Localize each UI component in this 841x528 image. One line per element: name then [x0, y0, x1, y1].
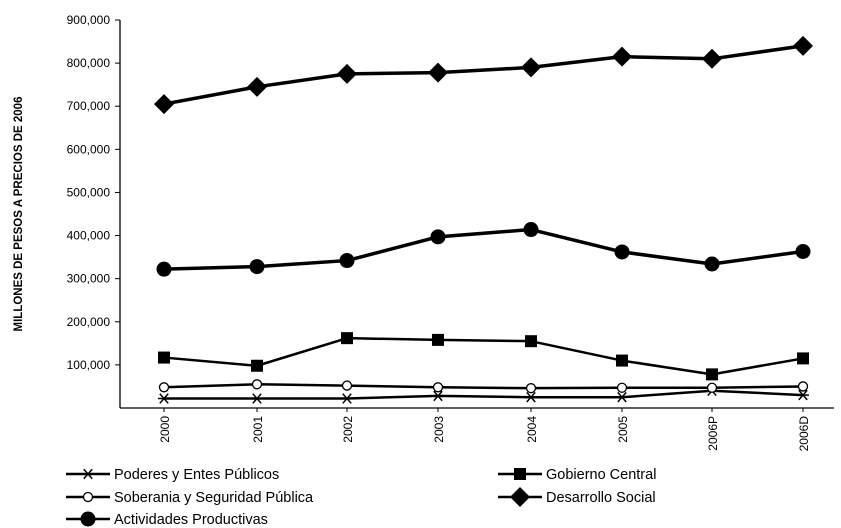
data-point-diamond: [428, 62, 448, 83]
series-line: [163, 336, 804, 376]
series-layer: [154, 35, 813, 404]
y-tick-label: 400,000: [67, 229, 111, 243]
data-point-square: [432, 333, 444, 346]
legend-label: Actividades Productivas: [114, 512, 268, 528]
data-point-circle: [523, 222, 539, 238]
y-tick-label: 300,000: [67, 272, 111, 286]
data-point-circle: [795, 244, 811, 260]
legend-label: Desarrollo Social: [546, 490, 656, 506]
data-point-asterisk: [432, 390, 444, 402]
data-point-asterisk: [525, 391, 537, 403]
data-point-circle: [156, 261, 172, 277]
data-point-diamond: [793, 35, 813, 56]
y-axis-label: MILLONES DE PESOS A PRECIOS DE 2006: [13, 97, 25, 332]
asterisk-stroke: [526, 391, 536, 403]
x-tick-label: 2006P: [706, 416, 720, 451]
axes: [119, 20, 834, 409]
data-point-open-circle: [616, 382, 628, 393]
x-tick-label: 2006D: [797, 416, 811, 452]
x-tick-label: 2002: [341, 416, 355, 443]
series-line: [163, 44, 804, 106]
asterisk-stroke: [617, 391, 627, 403]
data-point-square: [616, 354, 628, 367]
legend-label: Soberania y Seguridad Pública: [114, 490, 314, 506]
asterisk-stroke: [159, 393, 169, 404]
series-desarrollo-social: [154, 35, 813, 115]
data-point-circle: [704, 256, 720, 272]
data-point-asterisk: [158, 393, 170, 404]
series-line: [163, 383, 804, 390]
x-tick-label: 2005: [616, 416, 630, 443]
data-point-square: [525, 335, 537, 348]
data-point-open-circle: [432, 382, 444, 393]
x-axis-ticks: 2000 2001 2002 2003 2004 2005 2006P 2006D: [158, 408, 811, 451]
legend-label: Poderes y Entes Públicos: [114, 467, 279, 483]
legend-item: Gobierno Central: [498, 467, 656, 483]
legend-label: Gobierno Central: [546, 467, 656, 483]
legend-marker: [82, 491, 94, 503]
data-point-square: [706, 368, 718, 381]
y-tick-label: 700,000: [67, 99, 111, 113]
data-point-square: [158, 351, 170, 364]
y-tick-label: 900,000: [67, 13, 111, 27]
asterisk-stroke: [83, 468, 93, 480]
asterisk-stroke: [342, 393, 352, 404]
series-line: [163, 227, 804, 271]
data-point-open-circle: [706, 382, 718, 393]
data-point-circle: [339, 253, 355, 269]
asterisk-stroke: [798, 389, 808, 401]
x-tick-label: 2003: [432, 416, 446, 443]
data-point-diamond: [247, 76, 267, 97]
series-gobierno-central: [158, 332, 809, 381]
legend-item: Actividades Productivas: [66, 511, 268, 528]
data-point-open-circle: [525, 383, 537, 394]
data-point-circle: [614, 244, 630, 260]
x-tick-label: 2001: [251, 416, 265, 443]
legend-item: Soberania y Seguridad Pública: [66, 490, 314, 506]
legend-item: Desarrollo Social: [498, 487, 656, 507]
legend-item: Poderes y Entes Públicos: [66, 467, 279, 483]
data-point-asterisk: [341, 393, 353, 404]
legend: Poderes y Entes Públicos Gobierno Central…: [66, 467, 656, 528]
asterisk-stroke: [433, 390, 443, 402]
data-point-square: [797, 352, 809, 365]
legend-marker: [82, 468, 94, 480]
y-tick-label: 200,000: [67, 315, 111, 329]
data-point-diamond: [702, 48, 722, 69]
data-point-circle: [430, 229, 446, 245]
data-point-diamond: [337, 63, 357, 84]
legend-marker: [514, 468, 526, 480]
series-line: [164, 389, 804, 400]
data-point-diamond: [154, 94, 174, 115]
data-point-open-circle: [797, 381, 809, 392]
data-point-asterisk: [251, 393, 263, 404]
legend-marker: [510, 487, 530, 507]
y-tick-label: 600,000: [67, 142, 111, 156]
x-tick-label: 2000: [158, 416, 172, 443]
series-soberania-y-seguridad-publica: [158, 379, 809, 394]
data-point-diamond: [612, 46, 632, 67]
data-point-diamond: [521, 57, 541, 78]
x-tick-label: 2004: [525, 416, 539, 443]
data-point-circle: [249, 259, 265, 275]
y-tick-label: 100,000: [67, 358, 111, 372]
data-point-asterisk: [797, 389, 809, 401]
data-point-square: [341, 332, 353, 345]
data-point-open-circle: [341, 380, 353, 391]
data-point-asterisk: [616, 391, 628, 403]
y-tick-label: 800,000: [67, 56, 111, 70]
data-point-open-circle: [158, 382, 170, 393]
data-point-square: [251, 359, 263, 372]
y-tick-label: 500,000: [67, 185, 111, 199]
data-point-open-circle: [251, 379, 263, 390]
asterisk-stroke: [252, 393, 262, 404]
y-axis-ticks: 100,000 200,000 300,000 400,000 500,000 600,0…: [67, 13, 120, 372]
legend-marker: [80, 511, 96, 527]
series-actividades-productivas: [156, 222, 811, 277]
